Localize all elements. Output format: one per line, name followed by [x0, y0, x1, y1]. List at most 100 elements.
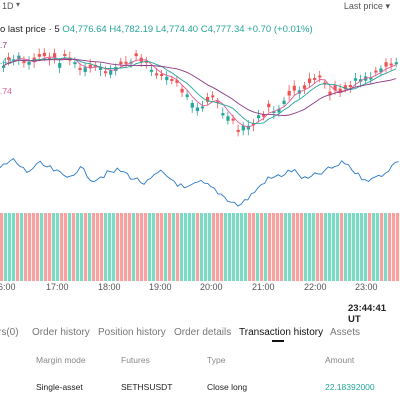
tab-positions[interactable]: rs(0): [0, 327, 19, 338]
histogram-bar: [376, 213, 380, 281]
histogram-chart[interactable]: [0, 213, 400, 281]
tab-order-history[interactable]: Order history: [32, 327, 90, 338]
tab-transaction-history[interactable]: Transaction history: [239, 327, 324, 338]
histogram-bar: [340, 213, 344, 281]
tab-order-details[interactable]: Order details: [174, 327, 232, 338]
histogram-bar: [364, 213, 368, 281]
histogram-bar: [164, 213, 168, 281]
histogram-bar: [104, 213, 108, 281]
candle-body: [241, 125, 245, 131]
candle-body: [292, 85, 296, 91]
histogram-bar: [204, 213, 208, 281]
candle-body: [98, 67, 103, 70]
histogram-bar: [368, 213, 372, 281]
candle-body: [180, 88, 184, 93]
tab-assets[interactable]: Assets: [330, 327, 361, 338]
legend-ohlc: O4,776.64 H4,782.19 L4,774.40 C4,777.34 …: [62, 24, 313, 35]
histogram-bar: [44, 213, 48, 281]
candle-body: [104, 71, 108, 74]
candle-body: [236, 129, 240, 132]
candle-body: [226, 116, 230, 121]
price-mode-selector[interactable]: Last price ▾: [344, 1, 390, 12]
histogram-bar: [24, 213, 28, 281]
histogram-bar: [84, 213, 88, 281]
histogram-bar: [0, 213, 4, 281]
histogram-bar: [388, 213, 392, 281]
candle-body: [328, 91, 332, 96]
histogram-bar: [192, 213, 196, 281]
candle-body: [282, 100, 286, 105]
header-type: Type: [207, 355, 226, 365]
time-tick: 18:00: [98, 282, 121, 292]
histogram-bar: [184, 213, 188, 281]
time-tick: 19:00: [149, 282, 172, 292]
histogram-bar: [256, 213, 260, 281]
histogram-bar: [328, 213, 332, 281]
histogram-bar: [348, 213, 352, 281]
histogram-bar: [80, 213, 84, 281]
histogram-bar: [356, 213, 360, 281]
histogram-bar: [64, 213, 68, 281]
histogram-bar: [212, 213, 216, 281]
time-tick: 22:00: [304, 282, 327, 292]
candle-body: [384, 62, 388, 67]
candle-body: [318, 75, 322, 78]
histogram-bar: [156, 213, 160, 281]
candle-body: [287, 90, 291, 96]
candle-body: [251, 123, 256, 126]
histogram-bar: [248, 213, 252, 281]
price-chart[interactable]: [0, 36, 400, 140]
histogram-bar: [300, 213, 304, 281]
histogram-bar: [172, 213, 176, 281]
candle-body: [170, 78, 174, 81]
histogram-bar: [160, 213, 164, 281]
candle-body: [27, 61, 31, 65]
histogram-bar: [240, 213, 244, 281]
ma-line-slow: [3, 58, 397, 116]
ma-line-mid: [3, 57, 397, 125]
candle-body: [333, 85, 337, 91]
candle-body: [7, 57, 11, 60]
histogram-bar: [288, 213, 292, 281]
candle-body: [134, 53, 138, 57]
histogram-bar: [352, 213, 356, 281]
interval-selector[interactable]: 1D: [2, 1, 14, 11]
tab-position-history[interactable]: Position history: [98, 327, 166, 338]
candle-body: [302, 85, 307, 89]
time-tick: 6:00: [0, 282, 16, 292]
histogram-bar: [304, 213, 308, 281]
candle-body: [338, 88, 342, 93]
histogram-bar: [360, 213, 364, 281]
candle-body: [262, 114, 266, 117]
histogram-bar: [92, 213, 96, 281]
histogram-bar: [116, 213, 120, 281]
time-tick: 23:00: [355, 282, 378, 292]
histogram-bar: [100, 213, 104, 281]
histogram-bar: [320, 213, 324, 281]
candle-body: [195, 107, 199, 112]
chevron-down-icon[interactable]: ▾: [16, 0, 21, 9]
histogram-bar: [344, 213, 348, 281]
candle-body: [231, 118, 235, 121]
candle-body: [364, 76, 368, 81]
price-mode-label: Last price: [343, 1, 383, 11]
histogram-bar: [96, 213, 100, 281]
histogram-bar: [284, 213, 288, 281]
candle-body: [389, 63, 393, 66]
histogram-bar: [268, 213, 272, 281]
indicator-chart[interactable]: [0, 150, 400, 208]
histogram-bar: [120, 213, 124, 281]
header-amount: Amount: [325, 355, 355, 365]
cell-margin-mode: Single-asset: [36, 382, 83, 392]
candle-body: [343, 85, 347, 90]
candle-body: [22, 61, 26, 64]
candle-body: [353, 78, 358, 81]
histogram-bar: [196, 213, 200, 281]
histogram-bar: [68, 213, 72, 281]
candle-body: [124, 61, 128, 64]
histogram-bar: [292, 213, 296, 281]
ma-value-3: .74: [0, 86, 12, 96]
candle-body: [394, 62, 398, 65]
candle-body: [211, 95, 215, 98]
histogram-bar: [16, 213, 20, 281]
